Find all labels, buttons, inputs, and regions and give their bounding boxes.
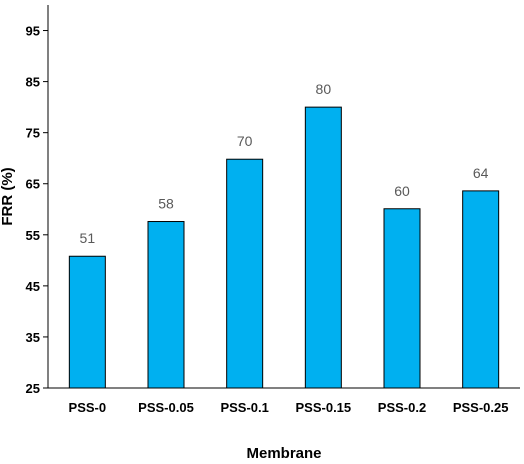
y-tick-label: 25 [26,381,40,396]
x-tick-label: PSS-0.2 [378,400,426,415]
bar-pss-015 [304,106,342,389]
y-tick-label: 35 [26,330,40,345]
x-tick-label: PSS-0 [69,400,107,415]
y-tick-label: 55 [26,228,40,243]
y-tick-label: 75 [26,126,40,141]
x-tick-label: PSS-0.15 [296,400,352,415]
x-tick-label: PSS-0.05 [138,400,194,415]
bars [68,106,500,389]
y-axis-ticks: 25 35 45 55 65 75 85 95 [26,24,48,396]
data-label: 70 [237,133,253,149]
data-label: 60 [394,183,410,199]
y-tick-label: 95 [26,24,40,39]
bar-pss-01 [226,158,264,389]
y-axis-title: FRR (%) [0,167,16,225]
y-tick-label: 85 [26,75,40,90]
x-tick-label: PSS-0.25 [453,400,509,415]
data-label: 58 [158,196,174,212]
data-label: 80 [316,81,332,97]
x-axis-ticks: PSS-0 PSS-0.05 PSS-0.1 PSS-0.15 PSS-0.2 PSS-0… [69,400,509,415]
y-tick-label: 45 [26,279,40,294]
x-tick-label: PSS-0.1 [220,400,268,415]
data-labels: 51 58 70 80 60 64 [80,81,489,246]
bar-pss-005 [147,221,185,389]
bar-pss-0 [68,255,106,389]
y-tick-label: 65 [26,177,40,192]
data-label: 51 [80,230,96,246]
x-axis-title: Membrane [246,445,321,462]
bar-pss-02 [383,208,421,389]
data-label: 64 [473,165,489,181]
bar-pss-025 [462,190,500,389]
